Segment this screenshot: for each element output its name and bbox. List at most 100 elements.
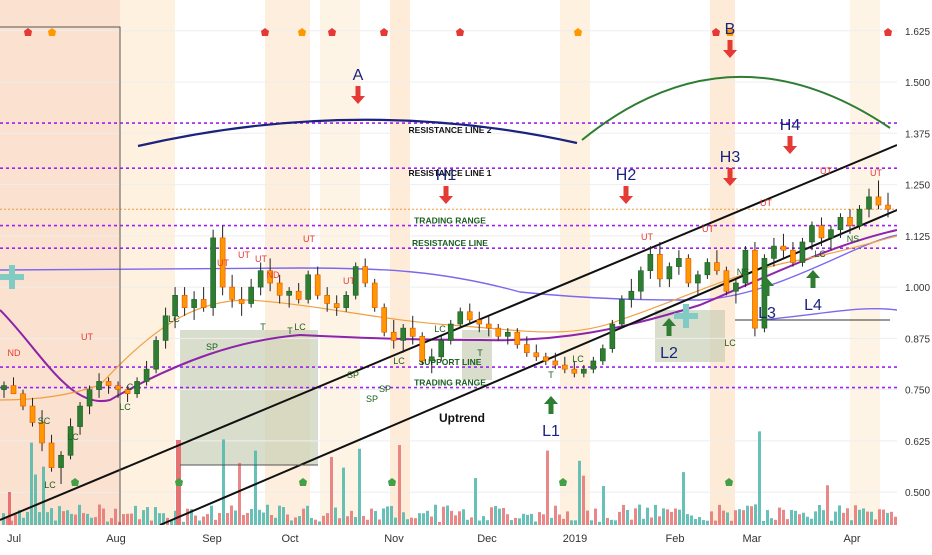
signal-marker-bottom (559, 478, 567, 486)
y-tick-label: 0.750 (905, 386, 930, 397)
bg-zone-0 (0, 0, 120, 525)
candle-body (885, 204, 891, 210)
volume-bar (642, 518, 645, 525)
signal-label: SP (347, 370, 359, 380)
volume-bar (690, 515, 693, 525)
volume-bar (634, 508, 637, 525)
annotation-arrow (619, 196, 633, 204)
volume-bar (770, 518, 773, 525)
volume-bar (602, 485, 605, 525)
volume-bar (274, 517, 277, 525)
candle-body (381, 307, 388, 333)
volume-bar (14, 514, 17, 525)
candle-body (172, 295, 178, 317)
signal-label: LC (393, 356, 405, 366)
volume-bar (394, 517, 397, 525)
volume-bar (710, 511, 713, 525)
volume-bar (42, 466, 45, 525)
volume-bar (474, 478, 477, 525)
volume-bar (582, 475, 585, 525)
volume-bar (238, 462, 241, 525)
volume-bar (298, 516, 301, 525)
candle-body (609, 323, 616, 349)
volume-bar (614, 520, 617, 525)
volume-bar (286, 514, 289, 525)
candle-body (780, 245, 787, 251)
candle-body (86, 389, 93, 407)
volume-bar (98, 504, 101, 525)
volume-bar (26, 511, 29, 525)
volume-bar (518, 518, 521, 525)
candle-body (200, 299, 207, 308)
volume-bar (734, 510, 737, 525)
volume-bar (882, 509, 885, 525)
y-tick-label: 1.125 (905, 232, 930, 243)
cross-marker (9, 265, 15, 289)
volume-bar (706, 520, 709, 525)
volume-bar (514, 517, 517, 525)
volume-bar (150, 520, 153, 525)
candles (1, 180, 891, 484)
y-tick-label: 1.250 (905, 181, 930, 192)
signal-marker-bottom (175, 478, 183, 486)
volume-bar (878, 509, 881, 525)
signal-label: UT (255, 254, 267, 264)
volume-bar (498, 508, 501, 525)
signal-marker-top (456, 28, 464, 36)
bg-zone-7 (850, 0, 880, 525)
volume-bar (110, 518, 113, 525)
candle-body (523, 344, 530, 354)
volume-bar (814, 511, 817, 525)
annotation-label: H3 (720, 149, 741, 166)
volume-bar (406, 519, 409, 525)
signal-label: LC (67, 432, 79, 442)
volume-bar (502, 507, 505, 525)
volume-bar (242, 514, 245, 525)
candle-body (647, 253, 654, 272)
volume-bar (106, 521, 109, 525)
volume-bar (162, 513, 165, 525)
volume-bar (470, 517, 473, 525)
annotation-label: L2 (660, 345, 678, 362)
candle-body (238, 299, 245, 304)
volume-bar (854, 505, 857, 525)
volume-bar (578, 460, 581, 525)
volume-bar (742, 510, 745, 525)
volume-bar (250, 509, 253, 525)
volume-bar (254, 450, 257, 525)
volume-bar (410, 517, 413, 525)
candle-body (276, 282, 283, 296)
volume-bar (730, 520, 733, 525)
volume-bar (830, 520, 833, 525)
candle-body (286, 290, 292, 296)
candle-body (447, 323, 454, 341)
volume-bar (114, 508, 117, 525)
candle-body (666, 266, 673, 280)
candle-body (714, 262, 720, 272)
annotation-arrow (723, 50, 737, 58)
candle-body (1, 385, 7, 390)
signal-label: LC (814, 249, 826, 259)
candle-body (143, 368, 150, 382)
volume-bar (806, 516, 809, 525)
volume-bar (606, 517, 609, 525)
volume-bar (858, 509, 861, 525)
candle-body (771, 245, 777, 259)
volume-bar (390, 506, 393, 525)
volume-bar (566, 511, 569, 525)
signal-marker-bottom (725, 478, 733, 486)
signal-label: UT (81, 332, 93, 342)
volume-bar (678, 509, 681, 525)
signal-marker-top (48, 28, 56, 36)
volume-bar (466, 519, 469, 525)
candle-body (162, 315, 169, 341)
price-level-label: TRADING RANGE (414, 378, 486, 388)
volume-bar (530, 513, 533, 525)
candle-body (742, 249, 749, 284)
volume-bar (82, 513, 85, 525)
volume-bar (594, 508, 597, 525)
annotation-arrow (544, 396, 558, 404)
signal-marker-top (884, 28, 892, 36)
volume-bar (838, 505, 841, 525)
